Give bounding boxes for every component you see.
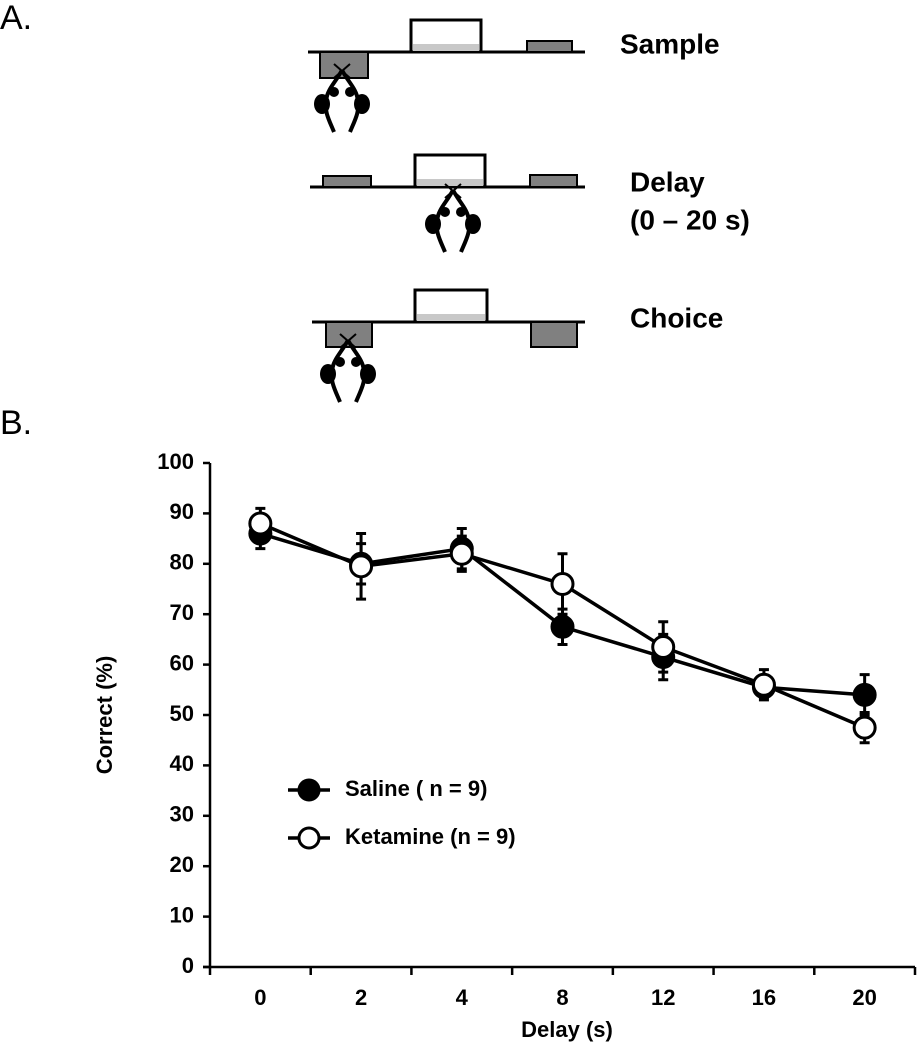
y-tick-label: 100 bbox=[157, 449, 194, 474]
legend-label: Ketamine (n = 9) bbox=[345, 824, 516, 849]
x-tick-label: 12 bbox=[651, 985, 675, 1010]
x-tick-label: 2 bbox=[355, 985, 367, 1010]
marker bbox=[751, 672, 776, 697]
stage-choice bbox=[312, 288, 585, 404]
x-tick-label: 4 bbox=[456, 985, 469, 1010]
marker bbox=[550, 571, 575, 596]
legend-marker bbox=[297, 826, 321, 850]
y-axis-label: Correct (%) bbox=[92, 656, 117, 775]
marker bbox=[550, 614, 575, 639]
y-tick-label: 80 bbox=[170, 550, 194, 575]
y-tick-label: 60 bbox=[170, 650, 194, 675]
marker bbox=[449, 541, 474, 566]
stage-delay bbox=[310, 153, 585, 254]
y-tick-label: 50 bbox=[170, 701, 194, 726]
legend-marker bbox=[297, 778, 321, 802]
marker bbox=[248, 511, 273, 536]
marker bbox=[651, 634, 676, 659]
x-tick-label: 16 bbox=[752, 985, 776, 1010]
marker bbox=[852, 715, 877, 740]
y-tick-label: 10 bbox=[170, 902, 194, 927]
marker bbox=[852, 682, 877, 707]
x-tick-label: 20 bbox=[852, 985, 876, 1010]
y-tick-label: 0 bbox=[182, 953, 194, 978]
x-axis-label: Delay (s) bbox=[521, 1017, 613, 1042]
marker bbox=[349, 554, 374, 579]
y-tick-label: 20 bbox=[170, 852, 194, 877]
panel-label: A. bbox=[0, 0, 32, 37]
y-tick-label: 40 bbox=[170, 751, 194, 776]
y-tick-label: 70 bbox=[170, 600, 194, 625]
x-tick-label: 0 bbox=[254, 985, 266, 1010]
y-tick-label: 30 bbox=[170, 802, 194, 827]
stage-label: Sample bbox=[620, 28, 720, 59]
stage-label: Choice bbox=[630, 302, 723, 333]
panel-label: B. bbox=[0, 404, 32, 442]
x-tick-label: 8 bbox=[556, 985, 568, 1010]
stage-sample bbox=[308, 18, 585, 134]
y-tick-label: 90 bbox=[170, 499, 194, 524]
stage-note: (0 – 20 s) bbox=[630, 204, 750, 235]
stage-label: Delay bbox=[630, 166, 705, 197]
legend-label: Saline ( n = 9) bbox=[345, 776, 487, 801]
